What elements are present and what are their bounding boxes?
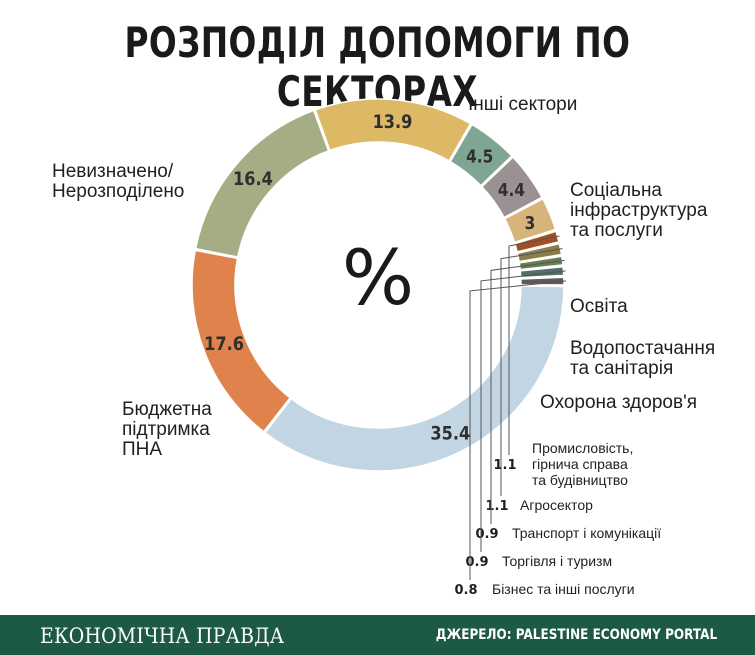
slice-невизначено-нерозподілено — [191, 249, 292, 433]
small-slice-value: 1.1 — [493, 458, 516, 473]
category-label-промисловість-гірнича-справа-та-будівництво: Промисловість, гірнича справа та будівницт… — [532, 440, 633, 488]
small-slice-value: 0.9 — [475, 527, 498, 542]
footer-bar: ЕКОНОМІЧНА ПРАВДА ДЖЕРЕЛО: PALESTINE ECO… — [0, 615, 755, 655]
leader-line — [480, 270, 566, 552]
small-slice-value: 0.9 — [465, 555, 488, 570]
slice-освіта — [449, 123, 513, 187]
donut-chart: % 16.4 13.9 4.54.43 35.4 17.6 Інші сектори Со… — [52, 94, 715, 598]
leader-lines — [469, 235, 567, 580]
slice-value-label: 13.9 — [373, 112, 413, 134]
slice-соціальна-інфраструктура-та-послуги — [314, 98, 472, 162]
category-label-бізнес-та-інші-послуги: Бізнес та інші послуги — [492, 581, 635, 597]
slice-бізнес-та-інші-послуги — [520, 276, 565, 286]
slice-value-label: 4.4 — [498, 179, 525, 201]
category-label-бюджетна-підтримка-пна: Бюджетна підтримка ПНА — [122, 399, 212, 460]
slice-value-label: 3 — [525, 212, 536, 234]
slice-водопостачання-та-санітарія — [480, 156, 544, 219]
leader-line — [469, 280, 567, 580]
small-slice-value: 0.8 — [454, 583, 477, 598]
category-labels: Інші сектори Соціальна інфраструктура та по… — [52, 94, 715, 598]
category-label-агросектор: Агросектор — [520, 497, 593, 513]
chart-title: РОЗПОДІЛ ДОПОМОГИ ПО СЕКТОРАХ — [124, 18, 631, 116]
category-label-невизначено-нерозподілено: Невизначено/Нерозподілено — [52, 161, 184, 202]
leader-line — [508, 235, 560, 455]
slice-value-label: 4.5 — [466, 145, 493, 167]
category-label-транспорт-і-комунікації: Транспорт і комунікації — [512, 525, 661, 541]
leader-line — [490, 259, 565, 524]
category-label-торгівля-і-туризм: Торгівля і туризм — [502, 553, 612, 569]
slice-охорона-здоров-я — [503, 197, 557, 244]
center-percent-symbol: % — [342, 233, 414, 322]
brand-logo-text: ЕКОНОМІЧНА ПРАВДА — [40, 624, 285, 648]
slice-інші-сектори — [194, 109, 330, 258]
slice-value-label: 35.4 — [430, 424, 470, 446]
slice-value-labels: 16.4 13.9 4.54.43 35.4 17.6 — [204, 112, 535, 445]
source-note: ДЖЕРЕЛО: PALESTINE ECONOMY PORTAL — [435, 627, 717, 643]
slice-бюджетна-підтримка-пна — [264, 285, 565, 472]
category-label-охорона-здоров-я: Охорона здоров'я — [540, 392, 697, 413]
category-label-освіта: Освіта — [570, 296, 628, 317]
category-label-водопостачання-та-санітарія: Водопостачання та санітарія — [570, 338, 715, 379]
slice-транспорт-і-комунікації — [518, 255, 564, 271]
category-label-соціальна-інфраструктура-та-послуги: Соціальна інфраструктура та послуги — [570, 180, 708, 241]
category-label-інші-сектори: Інші сектори — [468, 94, 577, 115]
leader-line — [500, 248, 563, 496]
donut-slices — [191, 98, 565, 472]
slice-value-label: 17.6 — [204, 334, 244, 356]
small-slice-value: 1.1 — [485, 499, 508, 514]
slice-value-label: 16.4 — [233, 169, 273, 191]
